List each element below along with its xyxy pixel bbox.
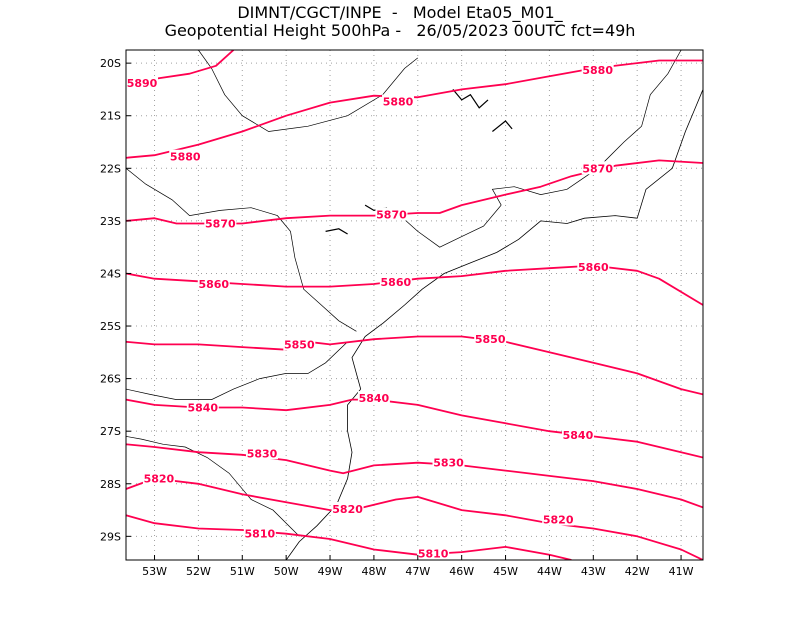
lon-tick-label: 46W	[449, 565, 474, 578]
lat-tick-label: 28S	[100, 478, 121, 491]
contour-label: 5890	[127, 77, 158, 90]
contour-label: 5880	[582, 64, 613, 77]
plot-frame	[125, 49, 704, 561]
lat-tick-label: 21S	[100, 110, 121, 123]
lat-tick-label: 22S	[100, 162, 121, 175]
contour-label-layer: 5890 5880 5880 5880 5870 5870 5870 5860 5860 5860…	[126, 62, 614, 561]
contour-label-bg	[382, 94, 415, 108]
contour-label-bg	[186, 400, 219, 414]
coastline	[351, 89, 703, 390]
contour-label: 5840	[563, 429, 594, 442]
lon-tick-label: 41W	[669, 565, 694, 578]
state-border	[126, 341, 348, 400]
contour-label: 5870	[205, 218, 236, 231]
lat-tick-label: 23S	[100, 215, 121, 228]
contour-5880	[126, 59, 703, 159]
title-line-2: Geopotential Height 500hPa - 26/05/2023 …	[164, 21, 636, 40]
state-border	[399, 204, 502, 248]
contour-label-bg	[126, 76, 158, 90]
lon-tick-label: 47W	[405, 565, 430, 578]
contour-label: 5880	[170, 151, 201, 164]
contour-label-bg	[197, 276, 230, 290]
lat-tick-label: 27S	[100, 425, 121, 438]
contour-label: 5870	[376, 209, 407, 222]
contour-label: 5870	[582, 162, 613, 175]
lon-tick-label: 49W	[318, 565, 343, 578]
contour-label: 5850	[475, 333, 506, 346]
lon-tick-label: 48W	[361, 565, 386, 578]
lon-tick-label: 42W	[625, 565, 650, 578]
contour-label: 5860	[578, 261, 609, 274]
contour-label-bg	[375, 207, 408, 221]
state-border	[198, 50, 419, 132]
lat-tick-label: 25S	[100, 320, 121, 333]
lon-tick-label: 44W	[537, 565, 562, 578]
reservoir	[452, 89, 489, 109]
contour-label: 5830	[433, 457, 464, 470]
lon-tick-label: 50W	[274, 565, 299, 578]
axis-ticks: 20S 21S 22S 23S 24S 25S 26S 27S 28S 29S 53W 52W 51W 5…	[100, 57, 694, 578]
contour-label: 5820	[543, 514, 574, 527]
contour-label-bg	[142, 471, 175, 485]
state-border	[126, 168, 357, 332]
contour-label: 5810	[418, 548, 449, 561]
reservoir	[325, 228, 348, 235]
contour-label: 5840	[359, 392, 390, 405]
contour-5820	[126, 477, 703, 560]
contour-5850	[126, 335, 703, 396]
contour-5830	[126, 443, 703, 509]
grid-lines	[126, 50, 703, 560]
contour-label: 5880	[383, 96, 414, 109]
contour-label: 5860	[198, 278, 229, 291]
contour-label-bg	[417, 546, 450, 560]
contour-5870	[126, 159, 703, 225]
contour-label-bg	[581, 62, 614, 76]
lat-tick-label: 24S	[100, 267, 121, 280]
chart-title: DIMNT/CGCT/INPE - Model Eta05_M01_ Geopo…	[0, 4, 800, 40]
contour-label-bg	[331, 502, 364, 515]
contour-label-bg	[379, 274, 412, 288]
state-border	[126, 436, 300, 537]
contour-label-bg	[243, 526, 276, 540]
lat-tick-label: 20S	[100, 57, 121, 70]
contour-label-bg	[581, 161, 614, 175]
contour-label-bg	[474, 332, 507, 346]
contour-label: 5840	[187, 402, 218, 415]
lat-tick-label: 29S	[100, 530, 121, 543]
contour-label: 5830	[247, 447, 278, 460]
contour-label-bg	[357, 391, 390, 405]
lon-tick-label: 51W	[230, 565, 255, 578]
contour-label-bg	[204, 216, 237, 230]
contour-label-bg	[283, 337, 316, 351]
contour-label: 5850	[284, 338, 315, 351]
contour-label-bg	[246, 446, 279, 460]
contour-label: 5820	[332, 503, 363, 516]
lon-tick-label: 53W	[142, 565, 167, 578]
contour-5810	[126, 514, 572, 560]
contour-5840	[126, 398, 703, 459]
contour-label-bg	[432, 455, 465, 469]
lon-tick-label: 52W	[186, 565, 211, 578]
contour-label: 5820	[144, 473, 175, 486]
lat-tick-label: 26S	[100, 373, 121, 386]
contour-label: 5810	[245, 528, 276, 541]
title-line-1: DIMNT/CGCT/INPE - Model Eta05_M01_	[237, 3, 563, 22]
contour-label-bg	[561, 427, 594, 441]
lon-tick-label: 43W	[581, 565, 606, 578]
contour-label-bg	[577, 260, 610, 274]
lon-tick-label: 45W	[493, 565, 518, 578]
contour-label: 5860	[381, 276, 412, 289]
contour-label-bg	[542, 512, 575, 526]
contour-label-bg	[169, 149, 202, 163]
reservoir	[492, 120, 513, 132]
